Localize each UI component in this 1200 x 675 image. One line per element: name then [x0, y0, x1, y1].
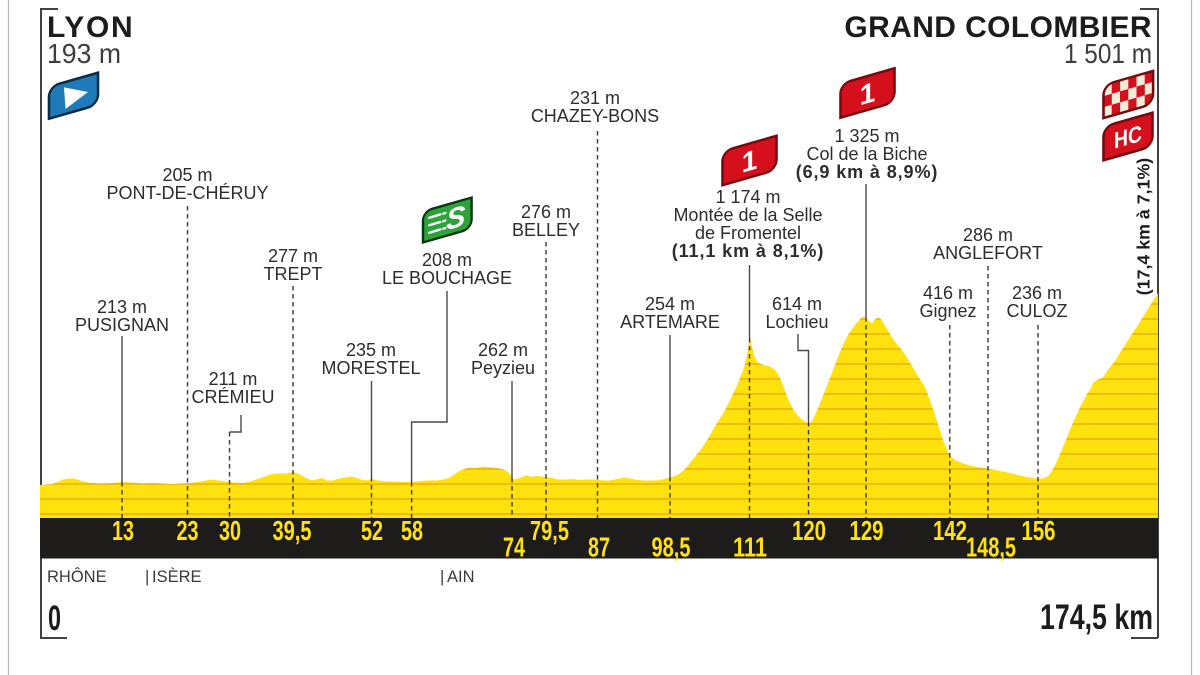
- svg-text:129: 129: [850, 515, 884, 546]
- svg-text:AIN: AIN: [447, 568, 475, 586]
- svg-text:277 m: 277 m: [268, 246, 318, 266]
- svg-text:Gignez: Gignez: [919, 301, 976, 321]
- svg-text:205 m: 205 m: [162, 165, 212, 185]
- svg-text:13: 13: [112, 515, 134, 546]
- svg-text:ANGLEFORT: ANGLEFORT: [933, 243, 1043, 263]
- svg-text:CHAZEY-BONS: CHAZEY-BONS: [531, 106, 659, 126]
- svg-text:208 m: 208 m: [422, 250, 472, 270]
- svg-text:23: 23: [177, 515, 199, 546]
- svg-text:Col de la Biche: Col de la Biche: [806, 144, 927, 164]
- svg-text:0: 0: [48, 599, 61, 638]
- svg-text:156: 156: [1022, 515, 1056, 546]
- svg-text:254 m: 254 m: [645, 294, 695, 314]
- svg-text:148,5: 148,5: [966, 532, 1016, 563]
- svg-text:98,5: 98,5: [652, 532, 691, 563]
- svg-text:262 m: 262 m: [478, 340, 528, 360]
- svg-text:1 501 m: 1 501 m: [1064, 38, 1152, 69]
- svg-text:1: 1: [742, 144, 758, 180]
- svg-text:(11,1 km à 8,1%): (11,1 km à 8,1%): [672, 241, 825, 261]
- svg-text:276 m: 276 m: [521, 202, 571, 222]
- svg-text:BELLEY: BELLEY: [512, 220, 580, 240]
- svg-text:286 m: 286 m: [963, 225, 1013, 245]
- svg-text:Peyzieu: Peyzieu: [471, 358, 535, 378]
- svg-text:231 m: 231 m: [570, 88, 620, 108]
- svg-text:(17,4 km à 7,1%): (17,4 km à 7,1%): [1134, 158, 1154, 295]
- svg-text:S: S: [446, 199, 466, 237]
- svg-text:PONT-DE-CHÉRUY: PONT-DE-CHÉRUY: [106, 183, 268, 203]
- svg-text:30: 30: [219, 515, 241, 546]
- svg-text:RHÔNE: RHÔNE: [47, 567, 107, 586]
- svg-text:1: 1: [860, 76, 876, 112]
- svg-text:MORESTEL: MORESTEL: [321, 358, 420, 378]
- svg-text:ARTEMARE: ARTEMARE: [620, 312, 720, 332]
- svg-text:1 325 m: 1 325 m: [834, 126, 899, 146]
- svg-text:1 174 m: 1 174 m: [715, 187, 780, 207]
- svg-text:87: 87: [588, 532, 610, 563]
- svg-text:142: 142: [933, 515, 967, 546]
- svg-text:39,5: 39,5: [273, 515, 312, 546]
- svg-text:174,5 km: 174,5 km: [1040, 598, 1153, 637]
- svg-text:Lochieu: Lochieu: [765, 312, 828, 332]
- svg-text:614 m: 614 m: [772, 294, 822, 314]
- svg-text:LYON: LYON: [47, 11, 134, 44]
- svg-text:211 m: 211 m: [209, 369, 258, 389]
- svg-text:(6,9 km à 8,9%): (6,9 km à 8,9%): [796, 162, 939, 182]
- svg-text:LE BOUCHAGE: LE BOUCHAGE: [382, 268, 512, 288]
- svg-text:de Fromentel: de Fromentel: [695, 223, 801, 243]
- svg-text:58: 58: [401, 515, 423, 546]
- svg-text:235 m: 235 m: [346, 340, 396, 360]
- svg-text:236 m: 236 m: [1012, 283, 1062, 303]
- svg-text:120: 120: [792, 515, 826, 546]
- svg-text:193 m: 193 m: [47, 38, 121, 69]
- svg-text:416 m: 416 m: [923, 283, 973, 303]
- svg-text:|: |: [145, 568, 149, 586]
- svg-text:79,5: 79,5: [530, 515, 569, 546]
- svg-text:CULOZ: CULOZ: [1006, 301, 1067, 321]
- svg-text:Montée de la Selle: Montée de la Selle: [673, 205, 822, 225]
- svg-text:CRÉMIEU: CRÉMIEU: [191, 387, 274, 407]
- svg-text:TREPT: TREPT: [263, 264, 322, 284]
- svg-text:PUSIGNAN: PUSIGNAN: [75, 315, 169, 335]
- svg-text:GRAND COLOMBIER: GRAND COLOMBIER: [844, 11, 1152, 44]
- svg-text:52: 52: [361, 515, 383, 546]
- svg-text:ISÈRE: ISÈRE: [152, 567, 202, 586]
- svg-text:213 m: 213 m: [97, 297, 147, 317]
- svg-text:74: 74: [503, 532, 526, 563]
- svg-text:|: |: [440, 568, 444, 586]
- svg-text:111: 111: [733, 532, 767, 563]
